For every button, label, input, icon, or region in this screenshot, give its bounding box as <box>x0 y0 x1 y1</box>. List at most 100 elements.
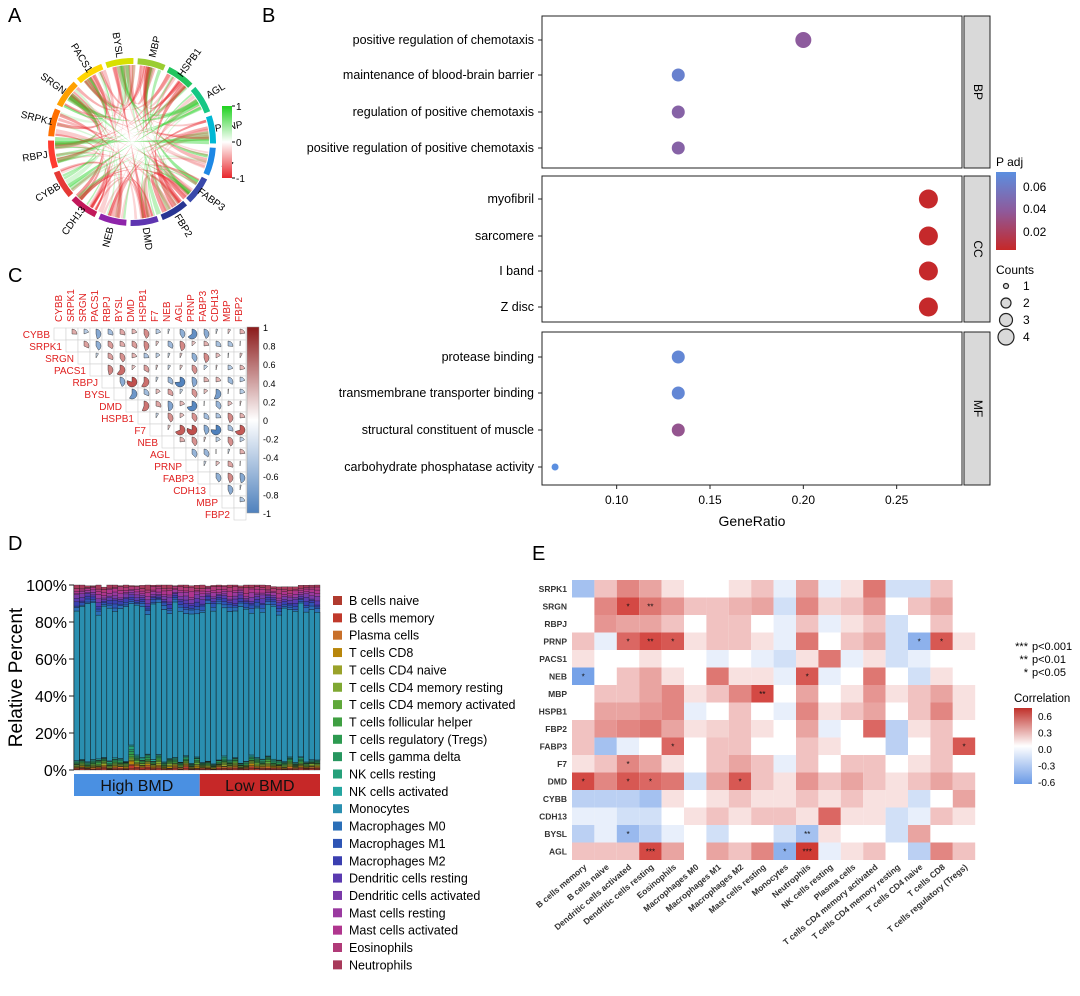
stacked-segment <box>79 602 86 606</box>
stacked-segment-monocytes <box>166 613 173 759</box>
stacked-segment <box>133 591 140 596</box>
stacked-segment <box>287 607 293 610</box>
stacked-segment <box>128 586 135 590</box>
stacked-segment <box>276 600 282 603</box>
stacked-segment <box>155 588 162 593</box>
chord-link <box>67 96 199 122</box>
matrix-pie <box>175 424 186 436</box>
heatmap-cell <box>572 685 595 703</box>
heatmap-cell <box>639 772 662 790</box>
stacked-segment <box>232 598 239 604</box>
chord-link <box>63 77 107 120</box>
heatmap-cell <box>706 650 729 668</box>
stacked-segment <box>90 589 97 593</box>
heatmap-cell <box>796 842 819 860</box>
heatmap-row-label: FABP3 <box>540 741 568 751</box>
chord-link <box>128 65 156 105</box>
stacked-segment <box>259 584 266 588</box>
stacked-segment <box>79 597 86 602</box>
heatmap-cell <box>796 632 819 650</box>
matrix-pie <box>129 388 138 400</box>
significance-star: *** <box>646 847 655 856</box>
matrix-cell <box>113 387 127 401</box>
stacked-segment <box>150 599 157 603</box>
stacked-segment <box>79 604 86 607</box>
stacked-segment <box>73 588 80 592</box>
heatmap-cell <box>818 615 841 633</box>
matrix-col-label: CYBB <box>54 294 65 322</box>
stacked-segment <box>84 590 91 593</box>
stacked-segment <box>194 609 200 614</box>
stacked-segment <box>188 609 195 615</box>
stacked-segment <box>150 596 157 598</box>
stacked-segment <box>287 764 293 766</box>
matrix-row-label: SRPK1 <box>29 342 62 353</box>
stacked-segment <box>133 765 140 768</box>
go-term-label: Z disc <box>501 300 534 314</box>
matrix-pie <box>179 340 186 352</box>
matrix-pie <box>234 424 246 436</box>
stacked-segment <box>276 589 282 595</box>
stacked-segment-monocytes <box>150 603 157 760</box>
go-term-label: positive regulation of chemotaxis <box>353 33 534 47</box>
chord-link <box>144 66 199 185</box>
stacked-segment <box>210 586 217 591</box>
stacked-segment <box>215 595 222 598</box>
stacked-segment <box>183 756 189 759</box>
matrix-pie <box>191 412 198 423</box>
stacked-segment <box>287 760 293 763</box>
matrix-pie <box>143 328 150 339</box>
stacked-segment <box>172 593 179 596</box>
chord-link <box>144 66 182 204</box>
heatmap-cell <box>616 790 640 808</box>
stacked-segment <box>79 593 86 598</box>
stacked-segment <box>123 587 129 591</box>
stacked-segment <box>276 608 282 612</box>
stacked-segment <box>248 603 255 606</box>
heatmap-cell <box>930 755 953 773</box>
chord-colorbar-tick-label: 0 <box>236 138 242 149</box>
stacked-segment <box>133 762 140 764</box>
chord-link <box>99 65 143 106</box>
matrix-pie <box>167 328 170 335</box>
chord-link <box>155 83 186 208</box>
legend-swatch <box>333 821 342 831</box>
stacked-segment <box>177 599 184 602</box>
panel-label-d: D <box>8 533 22 555</box>
stacked-segment <box>314 596 321 602</box>
padj-legend-title: P adj <box>996 155 1023 169</box>
stacked-segment <box>73 607 80 612</box>
stacked-segment-monocytes <box>177 611 184 763</box>
heatmap-cell <box>952 825 976 843</box>
stacked-segment <box>243 599 250 602</box>
heatmap-cell <box>908 737 931 755</box>
stacked-segment <box>254 592 261 595</box>
heatmap-cell <box>773 632 796 650</box>
heatmap-cell <box>796 755 819 773</box>
matrix-row-label: F7 <box>134 426 146 437</box>
legend-swatch <box>333 908 342 918</box>
enrichment-dot <box>918 261 938 281</box>
stacked-segment <box>73 592 80 595</box>
significance-star: ** <box>647 602 653 611</box>
matrix-pie <box>174 376 186 388</box>
stacked-segment <box>133 764 140 766</box>
matrix-pie <box>227 412 234 423</box>
matrix-pie <box>239 352 243 359</box>
correlation-colorbar <box>1014 708 1032 784</box>
matrix-col-label: F7 <box>150 310 161 322</box>
heatmap-cell <box>572 842 595 860</box>
heatmap-cell <box>796 650 819 668</box>
stacked-segment <box>287 600 293 604</box>
heatmap-cell <box>840 650 864 668</box>
heatmap-cell <box>706 632 729 650</box>
stacked-segment <box>150 586 157 591</box>
stacked-segment <box>303 607 310 613</box>
stacked-segment <box>144 765 151 768</box>
matrix-pie <box>227 436 234 447</box>
stacked-segment <box>155 596 162 599</box>
matrix-pie <box>227 460 234 468</box>
heatmap-cell <box>594 807 617 825</box>
stacked-segment <box>265 766 271 769</box>
matrix-col-label: DMD <box>126 299 137 322</box>
